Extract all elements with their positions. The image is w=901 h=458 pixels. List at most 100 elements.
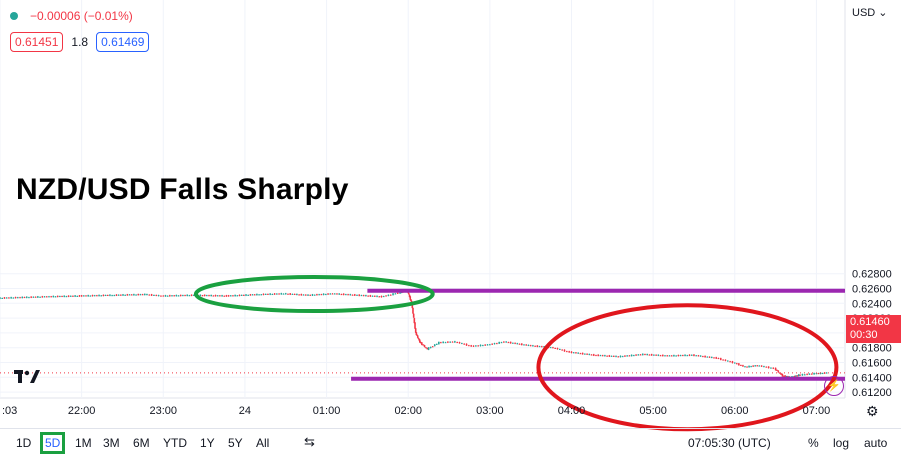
x-tick-label: 07:00 — [803, 405, 831, 417]
price-candle — [608, 355, 611, 357]
annotation-ellipses — [193, 275, 839, 432]
price-candle — [98, 294, 100, 297]
period-3m[interactable]: 3M — [103, 436, 120, 450]
price-candle — [345, 294, 347, 296]
price-candle — [43, 296, 46, 298]
period-ytd[interactable]: YTD — [163, 436, 187, 450]
price-candle — [65, 296, 68, 298]
gear-icon[interactable]: ⚙ — [866, 403, 879, 419]
ask-button[interactable]: 0.61469 — [96, 32, 150, 52]
price-candle — [706, 356, 709, 358]
price-candle — [236, 295, 239, 297]
time-axis[interactable]: :03 22:00 23:00 24 01:00 02:00 03:00 04:00 05:00… — [2, 405, 830, 417]
price-candle — [491, 343, 493, 345]
price-candle — [777, 370, 780, 373]
price-candle — [653, 354, 655, 356]
x-tick-label: 02:00 — [394, 405, 422, 417]
bottom-toolbar: 1D 5D 1M 3M 6M YTD 1Y 5Y All 07:05:30 (U… — [0, 428, 901, 458]
utc-clock[interactable]: 07:05:30 (UTC) — [688, 436, 771, 450]
price-candle — [431, 346, 434, 348]
price-candle — [423, 345, 426, 348]
price-candle — [624, 355, 626, 357]
period-all[interactable]: All — [256, 436, 270, 450]
price-candle — [192, 294, 195, 296]
price-candle — [273, 293, 276, 295]
price-candle — [657, 354, 660, 356]
price-candle — [740, 365, 742, 367]
price-candle — [729, 361, 731, 363]
price-candle — [639, 354, 642, 356]
price-candle — [14, 297, 17, 299]
period-6m[interactable]: 6M — [133, 436, 150, 450]
price-candle — [503, 341, 505, 343]
price-candle — [688, 354, 691, 356]
price-candle — [717, 358, 720, 360]
period-1m[interactable]: 1M — [75, 436, 92, 450]
bid-button[interactable]: 0.61451 — [10, 32, 64, 52]
price-candle — [808, 373, 811, 375]
price-candle — [411, 303, 414, 308]
price-candle — [269, 293, 271, 295]
price-candle — [387, 294, 390, 296]
price-candle — [561, 349, 563, 351]
price-candle — [477, 345, 479, 347]
price-candle — [150, 294, 153, 296]
price-candle — [54, 296, 57, 298]
period-1y[interactable]: 1Y — [200, 436, 215, 450]
auto-toggle[interactable]: auto — [864, 436, 888, 450]
current-price-label: 0.61460 00:30 — [846, 315, 901, 343]
quote-row: 0.61451 1.8 0.61469 — [10, 32, 150, 52]
price-candle — [139, 294, 142, 296]
price-candle — [604, 355, 606, 357]
tradingview-logo-icon[interactable] — [14, 370, 40, 389]
price-candle — [124, 294, 126, 296]
price-candle — [28, 297, 30, 299]
price-candle — [458, 342, 461, 344]
price-candle — [486, 344, 489, 346]
period-5d[interactable]: 5D — [40, 432, 66, 454]
price-candle — [781, 373, 784, 377]
price-candle — [606, 355, 608, 357]
price-candle — [442, 341, 445, 344]
y-tick-label: 0.62800 — [852, 269, 892, 281]
price-candle — [756, 365, 759, 367]
lightning-icon[interactable]: ⚡ — [824, 376, 844, 396]
price-candle — [304, 294, 307, 296]
price-candle — [635, 354, 637, 356]
price-candle — [340, 294, 343, 296]
price-candle — [89, 295, 92, 297]
price-candle — [479, 344, 482, 347]
period-5y[interactable]: 5Y — [228, 436, 243, 450]
price-candle — [463, 343, 465, 345]
price-candle — [772, 367, 775, 369]
price-candle — [409, 296, 412, 300]
currency-selector[interactable]: USD ⌄ — [852, 6, 888, 19]
price-candle — [413, 318, 416, 324]
price-candle — [392, 293, 394, 296]
price-candle — [617, 356, 620, 358]
price-candle — [17, 297, 19, 299]
price-candle — [760, 365, 763, 367]
price-candle — [298, 294, 300, 296]
price-candle — [697, 355, 700, 357]
price-candle — [633, 355, 635, 357]
price-candle — [227, 295, 230, 297]
price-candle — [410, 299, 412, 301]
price-candle — [25, 296, 28, 298]
price-candle — [505, 341, 507, 343]
price-candle — [380, 295, 383, 298]
price-candle — [529, 345, 532, 347]
price-candle — [429, 346, 432, 349]
percent-toggle[interactable]: % — [808, 436, 819, 450]
log-toggle[interactable]: log — [833, 436, 850, 450]
period-1d[interactable]: 1D — [16, 436, 32, 450]
replay-icon[interactable]: ⇆ — [304, 434, 315, 449]
price-candle — [206, 295, 208, 297]
price-candle — [597, 354, 600, 356]
price-candle — [258, 294, 260, 296]
price-candle — [30, 296, 32, 298]
price-candle — [415, 332, 418, 335]
price-candle — [166, 295, 169, 297]
price-candle — [293, 293, 296, 295]
